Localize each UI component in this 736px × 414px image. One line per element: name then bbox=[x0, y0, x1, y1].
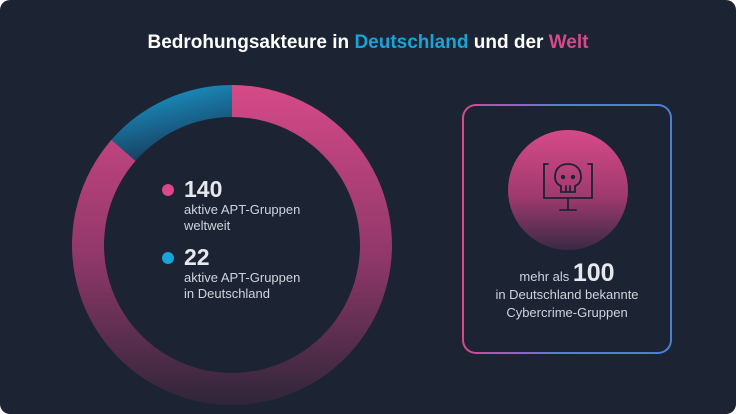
title-text: und der bbox=[468, 32, 549, 53]
donut-segment-germany bbox=[111, 85, 232, 161]
germany-desc-2: in Deutschland bbox=[184, 286, 270, 301]
germany-dot-icon bbox=[162, 252, 174, 264]
card-line-3: Cybercrime-Gruppen bbox=[506, 305, 628, 320]
icon-circle bbox=[508, 130, 628, 250]
world-desc-2: weltweit bbox=[184, 218, 231, 233]
skull-monitor-icon bbox=[543, 163, 593, 211]
title-highlight-germany: Deutschland bbox=[354, 32, 469, 53]
donut-chart bbox=[71, 85, 392, 405]
legend-item-world: 140 aktive APT-Gruppen weltweit bbox=[160, 176, 300, 234]
title-text: Bedrohungsakteure in bbox=[147, 32, 355, 53]
card-line-2: in Deutschland bekannte bbox=[495, 287, 639, 302]
germany-value: 22 bbox=[184, 244, 210, 270]
chart-legend: 140 aktive APT-Gruppen weltweit 22 aktiv… bbox=[160, 176, 300, 312]
world-desc: aktive APT-Gruppen bbox=[184, 202, 301, 217]
title-highlight-world: Welt bbox=[548, 32, 589, 53]
card-prefix: mehr als bbox=[519, 269, 573, 284]
page-title: Bedrohungsakteure in Deutschland und der… bbox=[0, 32, 736, 54]
card-value: 100 bbox=[572, 259, 615, 287]
world-value: 140 bbox=[184, 176, 223, 202]
world-dot-icon bbox=[162, 184, 174, 196]
card-text: mehr als 100 in Deutschland bekannte Cyb… bbox=[464, 261, 670, 322]
legend-item-germany: 22 aktive APT-Gruppen in Deutschland bbox=[160, 244, 300, 302]
cybercrime-card: mehr als 100 in Deutschland bekannte Cyb… bbox=[462, 104, 672, 354]
germany-desc: aktive APT-Gruppen bbox=[184, 270, 301, 285]
